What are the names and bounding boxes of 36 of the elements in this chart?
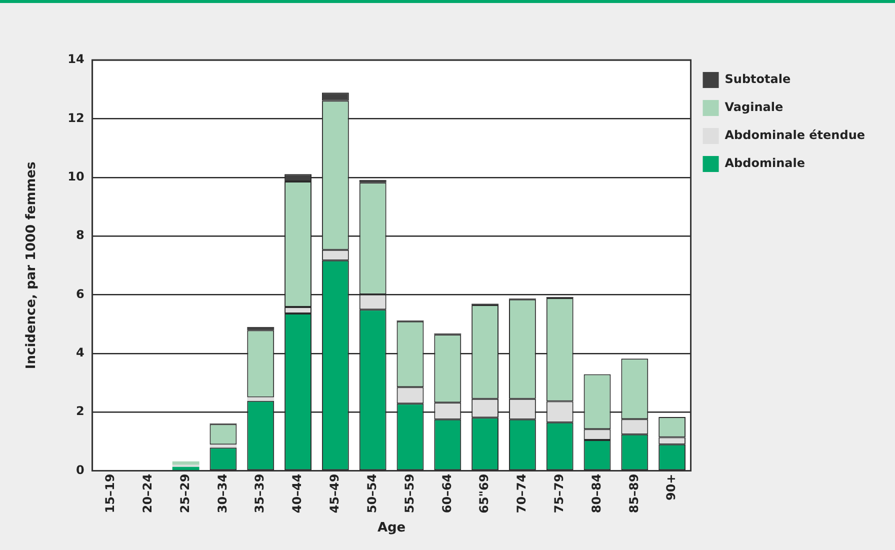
y-tick-label: 6 — [76, 286, 84, 301]
x-tick-label: 90+ — [664, 474, 678, 501]
y-axis-title: Incidence, par 1000 femmes — [24, 161, 40, 370]
x-tick-label: 25–29 — [178, 474, 192, 514]
x-tick-label: 80–84 — [589, 474, 604, 514]
legend-label: Abdominale — [724, 156, 806, 170]
x-tick-label: 30–34 — [215, 474, 230, 514]
x-tick-label: 35–39 — [252, 474, 267, 514]
y-tick-label: 8 — [76, 228, 84, 242]
x-tick-label: 65"69 — [477, 474, 492, 514]
bar — [210, 444, 237, 448]
x-tick-label: 75–79 — [552, 474, 566, 514]
x-tick-label: 45–49 — [328, 474, 342, 514]
legend-label: Subtotale — [724, 72, 791, 86]
bar — [359, 180, 386, 183]
y-tick-label: 4 — [76, 346, 84, 360]
legend-label: Abdominale étendue — [724, 128, 866, 142]
y-tick-label: 10 — [68, 169, 84, 184]
x-tick-label: 70–74 — [514, 474, 529, 514]
x-tick-label: 20–24 — [140, 474, 155, 514]
y-tick-label: 2 — [76, 404, 84, 418]
x-axis-title: Age — [377, 520, 406, 536]
x-tick-label: 15–19 — [103, 474, 118, 514]
bar — [172, 466, 200, 470]
x-tick-label: 55–59 — [402, 474, 416, 514]
bar — [247, 326, 274, 330]
y-tick-label: 0 — [76, 462, 84, 477]
y-tick-label: 12 — [68, 110, 84, 125]
x-tick-label: 40–44 — [290, 474, 304, 514]
bar — [172, 461, 200, 465]
x-tick-label: 50–54 — [364, 474, 379, 514]
x-tick-label: 60–64 — [440, 474, 454, 514]
legend-label: Vaginale — [724, 100, 784, 114]
x-tick-label: 85–89 — [626, 474, 641, 514]
y-tick-label: 14 — [68, 52, 84, 66]
bar — [247, 397, 274, 401]
